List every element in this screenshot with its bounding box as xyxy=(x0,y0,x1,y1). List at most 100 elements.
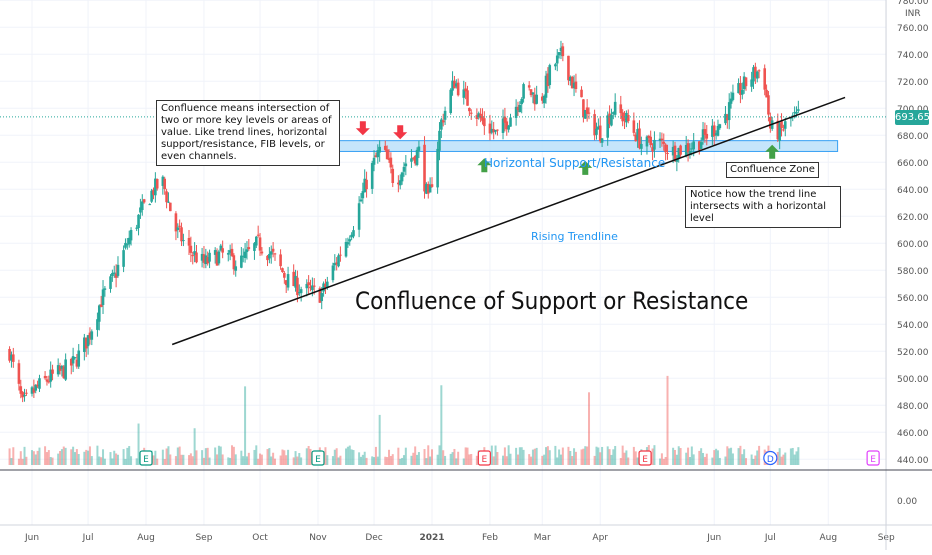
x-tick-label: Dec xyxy=(365,533,382,543)
candle-body xyxy=(662,141,666,144)
volume-bar xyxy=(283,450,286,465)
volume-bar xyxy=(466,447,469,465)
volume-bar xyxy=(348,445,351,465)
candle-body xyxy=(527,85,531,88)
candle-body xyxy=(17,363,21,384)
volume-bar xyxy=(554,445,557,465)
candle-body xyxy=(533,94,537,105)
volume-bar xyxy=(442,450,445,465)
candle-body xyxy=(488,123,492,134)
candle-body xyxy=(111,272,114,277)
candle-body xyxy=(370,163,374,189)
volume-bar xyxy=(227,457,230,465)
volume-bar xyxy=(242,456,245,465)
candle-body xyxy=(165,191,168,203)
volume-bar xyxy=(253,449,256,465)
candle-body xyxy=(570,76,574,89)
volume-bar xyxy=(756,450,759,465)
volume-bar xyxy=(470,454,473,465)
candle-body xyxy=(217,251,221,264)
candle-body xyxy=(436,148,439,188)
candle-body xyxy=(124,242,127,248)
y-tick-label: 440.00 xyxy=(897,456,929,466)
candle-body xyxy=(127,237,131,245)
candle-body xyxy=(241,255,245,257)
volume-bar xyxy=(98,456,101,465)
candle-body xyxy=(230,248,234,256)
candle-body xyxy=(737,83,740,94)
volume-bar xyxy=(606,446,609,465)
resistance-arrow-down-icon xyxy=(355,121,370,136)
volume-bar xyxy=(444,455,447,465)
candle-body xyxy=(651,147,654,152)
candle-body xyxy=(258,237,262,251)
volume-bar xyxy=(401,457,404,465)
volume-bar xyxy=(378,414,381,465)
candle-body xyxy=(625,112,628,123)
volume-bar xyxy=(416,454,419,465)
volume-bar xyxy=(502,455,505,465)
volume-bar xyxy=(85,449,88,465)
volume-bar xyxy=(651,448,654,465)
volume-bar xyxy=(38,447,41,465)
candle-body xyxy=(187,237,191,246)
candle-body xyxy=(208,252,211,262)
candle-body xyxy=(322,283,325,292)
support-arrow-up-icon xyxy=(765,144,780,159)
volume-bar xyxy=(309,448,312,465)
event-marker-label: E xyxy=(481,455,487,465)
volume-bar xyxy=(352,450,355,465)
candle-body xyxy=(712,125,716,137)
candle-body xyxy=(202,254,206,263)
candle-body xyxy=(142,199,146,203)
candle-body xyxy=(443,110,447,120)
volume-bar xyxy=(399,458,402,465)
volume-bar xyxy=(730,447,733,465)
volume-bar xyxy=(391,454,394,465)
candle-body xyxy=(398,180,402,186)
x-tick-label: Aug xyxy=(819,533,837,543)
candle-body xyxy=(122,250,125,267)
volume-bar xyxy=(21,458,24,465)
candle-body xyxy=(96,319,99,330)
candle-body xyxy=(240,255,243,268)
event-marker-label: E xyxy=(642,455,648,465)
candle-body xyxy=(200,253,204,261)
candle-body xyxy=(492,129,495,133)
candle-body xyxy=(479,113,482,119)
volume-bar xyxy=(259,453,262,465)
volume-bar xyxy=(690,446,693,465)
candle-body xyxy=(475,115,479,119)
candle-body xyxy=(664,144,667,153)
volume-bar xyxy=(436,454,439,465)
volume-bar xyxy=(358,452,361,465)
volume-bar xyxy=(449,453,452,465)
candle-body xyxy=(60,365,64,369)
candle-body xyxy=(587,112,591,114)
candle-body xyxy=(361,191,365,199)
volume-bar xyxy=(287,449,290,465)
volume-bar xyxy=(533,448,536,465)
candle-body xyxy=(204,255,208,265)
y-tick-label: 700.00 xyxy=(897,105,929,115)
candle-body xyxy=(769,116,772,129)
candle-body xyxy=(638,128,641,149)
candle-body xyxy=(453,80,456,89)
candle-body xyxy=(776,120,780,140)
volume-bar xyxy=(687,447,690,465)
volume-bar xyxy=(23,446,26,465)
volume-bar xyxy=(208,457,211,465)
volume-bar xyxy=(627,457,630,465)
candle-body xyxy=(426,184,430,194)
volume-bar xyxy=(700,448,703,465)
last-price-tag: 693.65 xyxy=(895,110,930,125)
volume-bar xyxy=(326,455,329,465)
candle-body xyxy=(180,227,183,242)
volume-bar xyxy=(219,446,222,465)
volume-bar xyxy=(660,453,663,465)
candle-body xyxy=(43,375,47,379)
candle-body xyxy=(464,88,467,92)
candle-body xyxy=(47,381,51,383)
definition-note: Confluence means intersection of two or … xyxy=(156,100,340,166)
y-tick-label: 520.00 xyxy=(897,348,929,358)
